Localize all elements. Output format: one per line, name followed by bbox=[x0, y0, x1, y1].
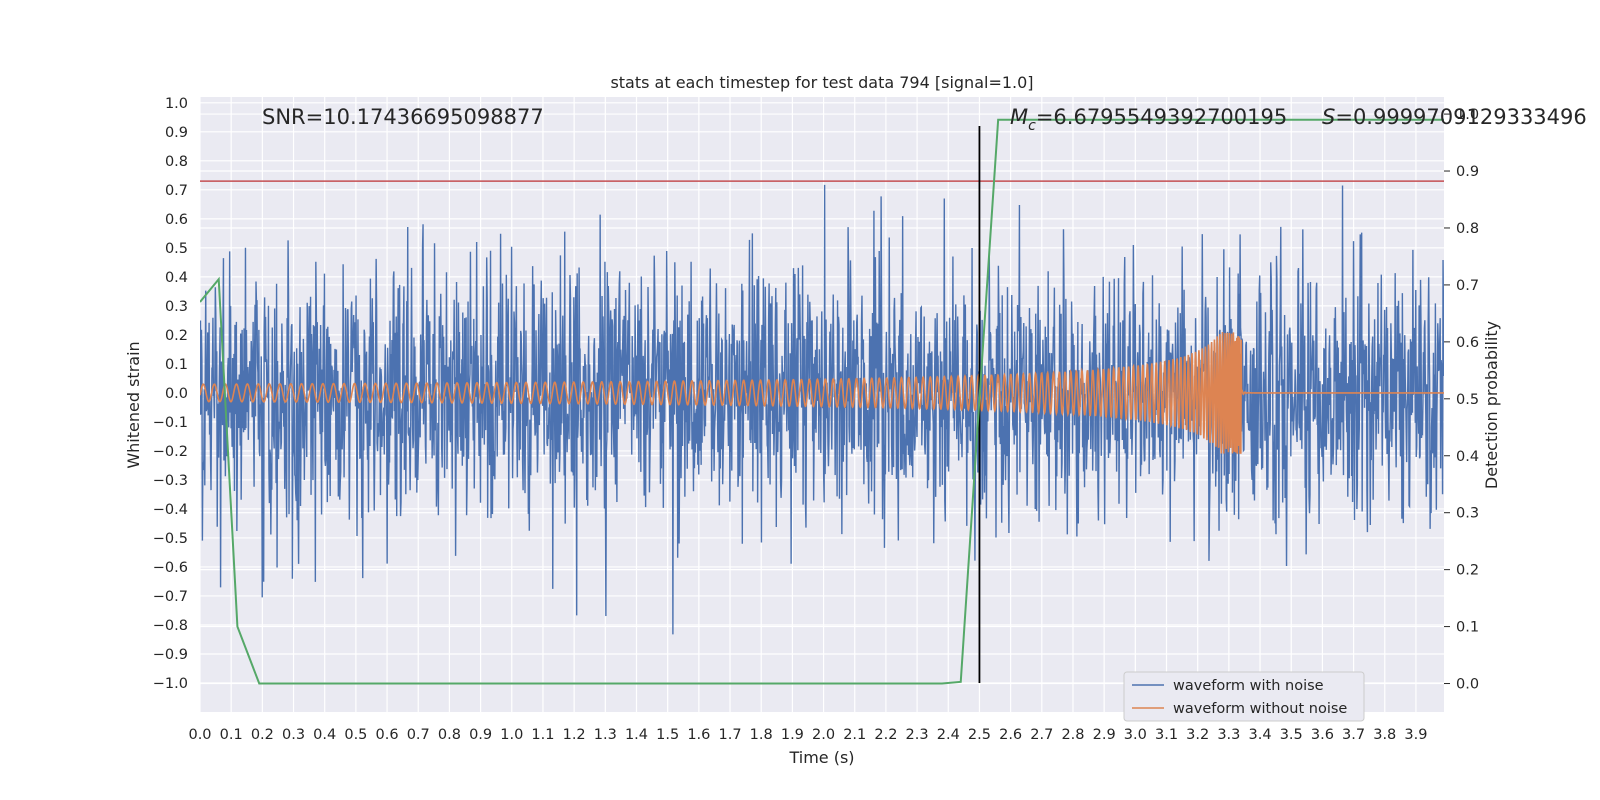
x-tick-label: 3.5 bbox=[1280, 727, 1303, 743]
y-tick-label-left: −0.7 bbox=[153, 589, 188, 605]
series-detection-probability bbox=[200, 118, 1444, 685]
x-tick-label: 1.7 bbox=[718, 727, 741, 743]
y-tick-label-left: −0.6 bbox=[153, 560, 188, 576]
x-tick-label: 2.4 bbox=[937, 727, 960, 743]
y-tick-label-left: 0.5 bbox=[165, 241, 188, 257]
y-tick-label-right: 1.0 bbox=[1456, 107, 1479, 123]
x-tick-label: 0.8 bbox=[438, 727, 461, 743]
y-tick-label-left: 0.3 bbox=[165, 299, 188, 315]
chart-title: stats at each timestep for test data 794… bbox=[610, 73, 1033, 92]
x-tick-label: 3.8 bbox=[1373, 727, 1396, 743]
y-tick-label-left: 0.6 bbox=[165, 212, 188, 228]
x-tick-label: 2.5 bbox=[968, 727, 991, 743]
x-axis-label: Time (s) bbox=[788, 748, 854, 767]
y-tick-label-right: 0.4 bbox=[1456, 449, 1479, 465]
x-tick-label: 3.3 bbox=[1217, 727, 1240, 743]
x-tick-label: 0.7 bbox=[407, 727, 430, 743]
y-tick-label-left: 0.7 bbox=[165, 183, 188, 199]
x-tick-label: 2.9 bbox=[1093, 727, 1116, 743]
x-tick-label: 0.5 bbox=[344, 727, 367, 743]
y-tick-label-left: 0.1 bbox=[165, 357, 188, 373]
x-tick-label: 2.3 bbox=[906, 727, 929, 743]
x-tick-label: 0.2 bbox=[251, 727, 274, 743]
x-tick-label: 0.1 bbox=[220, 727, 243, 743]
x-tick-label: 3.6 bbox=[1311, 727, 1334, 743]
y-tick-label-right: 0.5 bbox=[1456, 392, 1479, 408]
y-tick-label-left: −0.2 bbox=[153, 444, 188, 460]
series-waveform-without-noise bbox=[200, 332, 1444, 454]
y-tick-label-left: 1.0 bbox=[165, 96, 188, 112]
snr-annotation: SNR=10.17436695098877 bbox=[262, 105, 544, 129]
y-tick-label-left: −0.8 bbox=[153, 618, 188, 634]
y-tick-label-left: 0.8 bbox=[165, 154, 188, 170]
x-tick-label: 3.2 bbox=[1186, 727, 1209, 743]
x-tick-label: 1.4 bbox=[625, 727, 648, 743]
x-tick-label: 1.6 bbox=[687, 727, 710, 743]
x-tick-label: 0.6 bbox=[376, 727, 399, 743]
series-layer bbox=[200, 118, 1444, 685]
legend: waveform with noise waveform without noi… bbox=[1123, 671, 1365, 722]
y-tick-label-left: −1.0 bbox=[153, 676, 188, 692]
x-tick-label: 1.1 bbox=[531, 727, 554, 743]
y-tick-label-right: 0.6 bbox=[1456, 335, 1479, 351]
x-tick-label: 1.3 bbox=[594, 727, 617, 743]
y-tick-label-right: 0.0 bbox=[1456, 677, 1479, 693]
y-tick-label-right: 0.1 bbox=[1456, 620, 1479, 636]
x-tick-label: 2.1 bbox=[843, 727, 866, 743]
x-tick-label: 1.0 bbox=[500, 727, 523, 743]
y-tick-label-left: −0.9 bbox=[153, 647, 188, 663]
chirp-mass-annotation: Mc=6.6795549392700195 bbox=[1010, 105, 1287, 134]
x-tick-label: 1.9 bbox=[781, 727, 804, 743]
y-tick-label-left: 0.2 bbox=[165, 328, 188, 344]
y-tick-label-left: 0.9 bbox=[165, 125, 188, 141]
x-tick-label: 3.7 bbox=[1342, 727, 1365, 743]
y-tick-label-right: 0.3 bbox=[1456, 506, 1479, 522]
x-tick-label: 3.1 bbox=[1155, 727, 1178, 743]
y-tick-label-right: 0.2 bbox=[1456, 563, 1479, 579]
y-tick-label-right: 0.7 bbox=[1456, 278, 1479, 294]
legend-label-clean: waveform without noise bbox=[1173, 701, 1347, 717]
y-axis-left-ticks: 1.0 0.9 0.8 0.7 0.6 0.5 0.4 0.3 0.2 0.1 0.0 −0.1 −0.… bbox=[153, 96, 188, 692]
y-tick-label-right: 0.9 bbox=[1456, 164, 1479, 180]
legend-box bbox=[1123, 671, 1365, 722]
y-tick-label-right: 0.8 bbox=[1456, 221, 1479, 237]
x-tick-label: 0.0 bbox=[188, 727, 211, 743]
y-tick-label-left: 0.4 bbox=[165, 270, 188, 286]
x-tick-label: 3.4 bbox=[1249, 727, 1272, 743]
x-tick-label: 1.2 bbox=[563, 727, 586, 743]
x-tick-label: 0.9 bbox=[469, 727, 492, 743]
x-tick-label: 2.0 bbox=[812, 727, 835, 743]
y-axis-left-label: Whitened strain bbox=[124, 341, 143, 468]
y-tick-label-left: −0.3 bbox=[153, 473, 188, 489]
y-tick-label-left: −0.4 bbox=[153, 502, 188, 518]
x-tick-label: 3.0 bbox=[1124, 727, 1147, 743]
y-tick-label-left: 0.0 bbox=[165, 386, 188, 402]
score-annotation: S=0.9999709129333496 bbox=[1322, 105, 1587, 129]
x-tick-label: 3.9 bbox=[1404, 727, 1427, 743]
x-tick-label: 2.2 bbox=[874, 727, 897, 743]
x-tick-label: 2.8 bbox=[1061, 727, 1084, 743]
x-tick-label: 0.4 bbox=[313, 727, 336, 743]
y-tick-label-left: −0.5 bbox=[153, 531, 188, 547]
x-tick-label: 1.5 bbox=[656, 727, 679, 743]
x-tick-label: 2.7 bbox=[1030, 727, 1053, 743]
x-tick-label: 1.8 bbox=[750, 727, 773, 743]
x-tick-label: 2.6 bbox=[999, 727, 1022, 743]
y-axis-right-label: Detection probability bbox=[1482, 321, 1501, 489]
y-tick-label-left: −0.1 bbox=[153, 415, 188, 431]
x-tick-label: 0.3 bbox=[282, 727, 305, 743]
legend-label-noisy: waveform with noise bbox=[1173, 678, 1324, 694]
y-axis-right-ticks: 1.0 0.9 0.8 0.7 0.6 0.5 0.4 0.3 0.2 0.1 0.0 bbox=[1444, 107, 1479, 693]
x-axis-ticks: 0.0 0.1 0.2 0.3 0.4 0.5 0.6 0.7 0.8 0.9 1.0 1.1 1.2 1… bbox=[188, 727, 1427, 743]
